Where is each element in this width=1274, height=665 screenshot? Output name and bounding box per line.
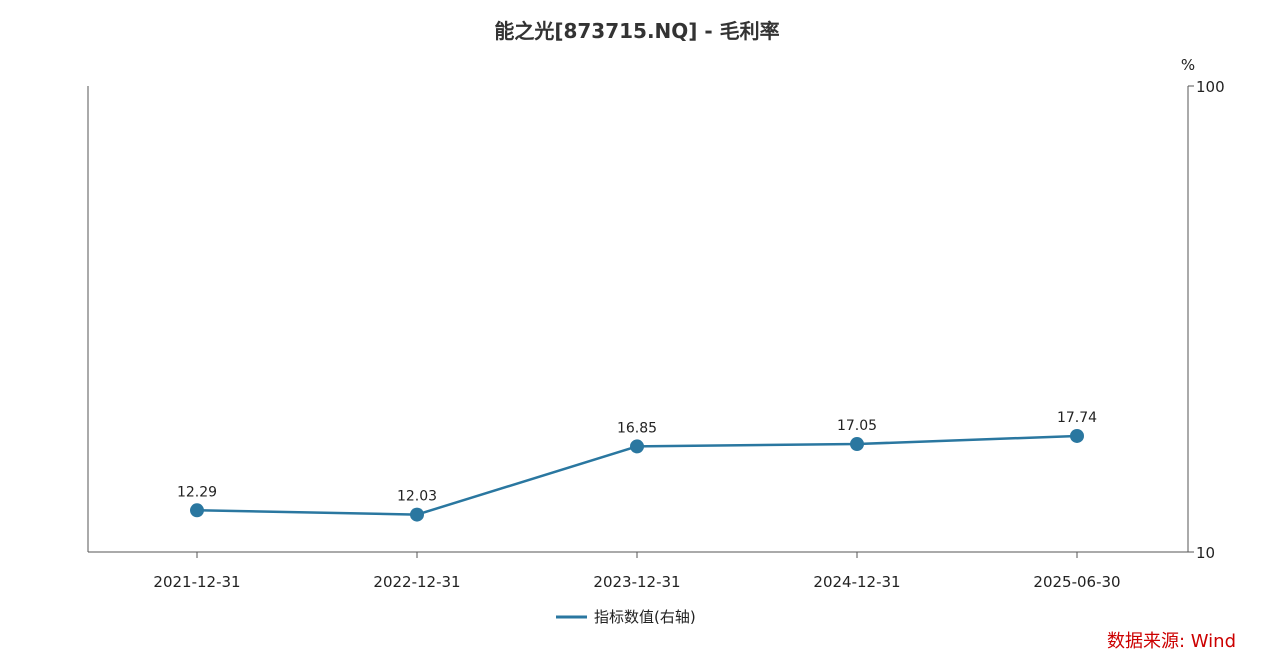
- y-axis-unit: %: [1181, 56, 1195, 74]
- y-tick-label: 100: [1196, 78, 1225, 96]
- x-tick-label: 2025-06-30: [1033, 573, 1120, 591]
- legend-label: 指标数值(右轴): [594, 608, 696, 626]
- data-point: [410, 507, 424, 522]
- data-point: [1070, 428, 1084, 443]
- data-point: [190, 503, 204, 518]
- y-tick-label: 10: [1196, 544, 1215, 562]
- data-label: 16.85: [617, 420, 657, 436]
- data-label: 17.74: [1057, 410, 1097, 426]
- x-tick-label: 2022-12-31: [373, 573, 460, 591]
- legend: 指标数值(右轴): [556, 608, 696, 626]
- data-label: 12.29: [177, 484, 217, 500]
- data-label: 12.03: [397, 489, 437, 505]
- y-ticks: 10 100: [1188, 78, 1225, 562]
- data-labels: 12.29 12.03 16.85 17.05 17.74: [177, 410, 1097, 505]
- x-tick-label: 2021-12-31: [153, 573, 240, 591]
- chart-title: 能之光[873715.NQ] - 毛利率: [494, 19, 779, 43]
- series-layer: [190, 428, 1084, 522]
- source-note: 数据来源: Wind: [1107, 631, 1236, 652]
- axes: %: [87, 56, 1195, 553]
- x-ticks: 2021-12-31 2022-12-31 2023-12-31 2024-12-31…: [153, 552, 1121, 591]
- data-point: [630, 439, 644, 454]
- data-point: [850, 437, 864, 452]
- x-tick-label: 2023-12-31: [593, 573, 680, 591]
- data-label: 17.05: [837, 418, 877, 434]
- x-tick-label: 2024-12-31: [813, 573, 900, 591]
